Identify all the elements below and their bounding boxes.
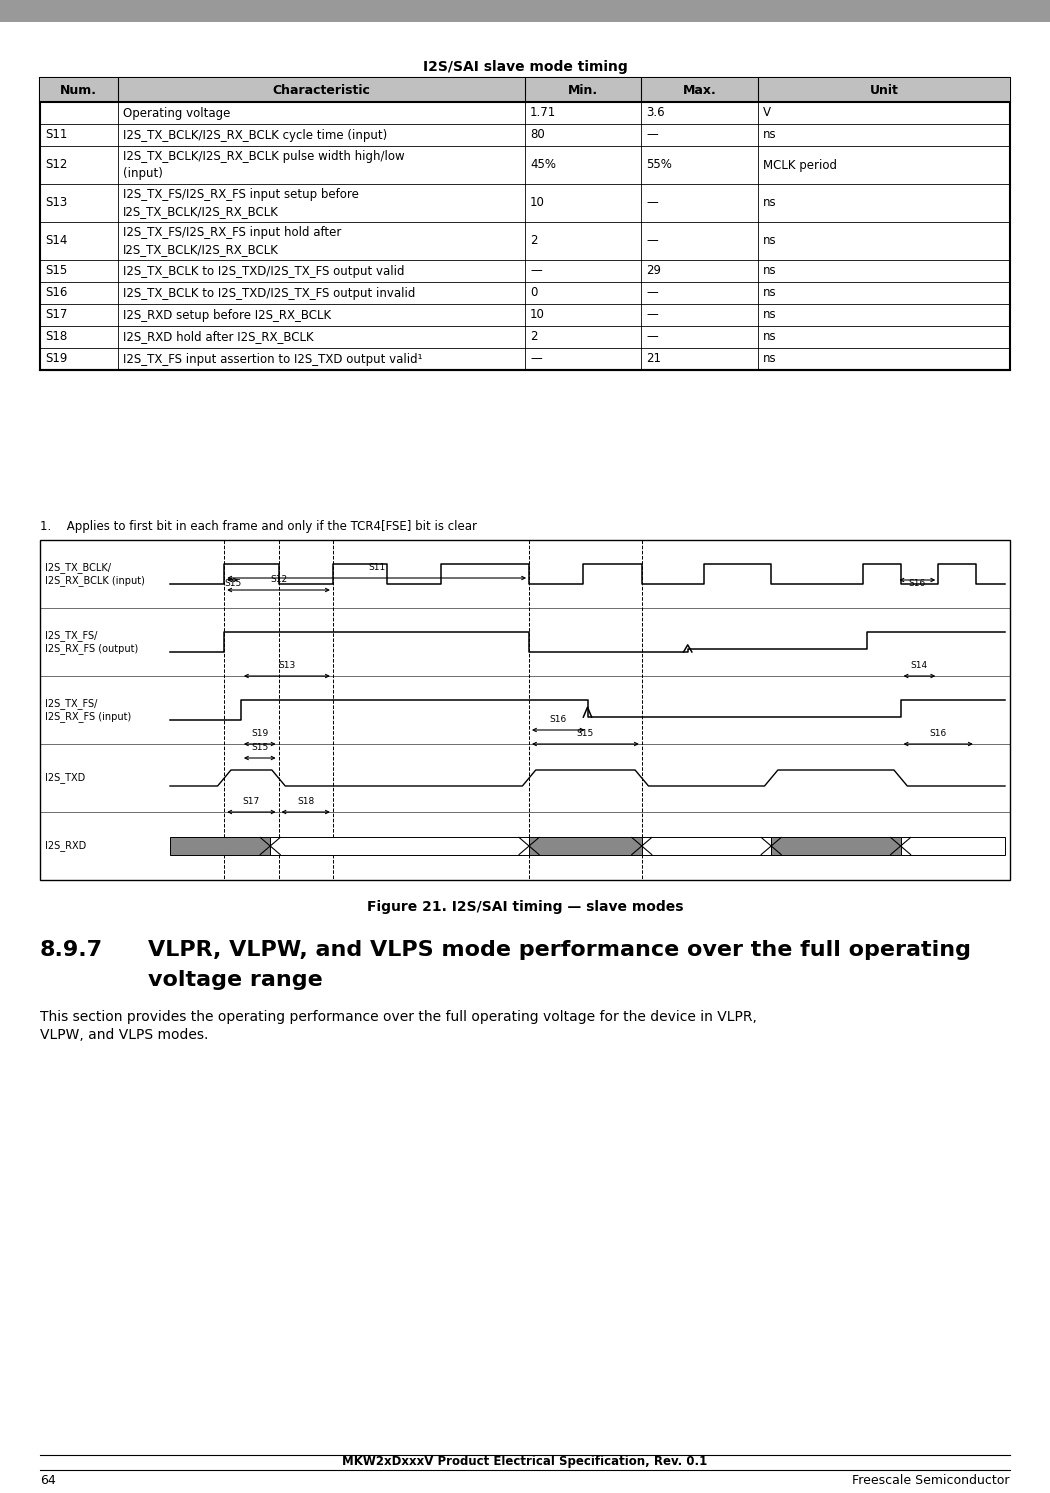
Text: —: — [530,264,542,278]
Text: 2: 2 [530,330,538,343]
Bar [642,838,771,854]
Text: S16: S16 [45,287,67,300]
Text: S17: S17 [243,797,260,806]
Text: S12: S12 [270,575,287,584]
Text: S13: S13 [278,661,295,670]
Text: Operating voltage: Operating voltage [123,106,230,119]
Text: I2S_TX_BCLK to I2S_TXD/I2S_TX_FS output valid: I2S_TX_BCLK to I2S_TXD/I2S_TX_FS output … [123,264,404,278]
Text: VLPR, VLPW, and VLPS mode performance over the full operating: VLPR, VLPW, and VLPS mode performance ov… [148,941,971,960]
Text: ns: ns [762,234,776,248]
Text: Min.: Min. [568,84,598,97]
Bar [270,838,529,854]
Text: S11: S11 [369,563,385,572]
Bar [529,838,642,854]
Text: I2S_TX_BCLK/
I2S_RX_BCLK (input): I2S_TX_BCLK/ I2S_RX_BCLK (input) [45,561,145,587]
Text: I2S_RXD setup before I2S_RX_BCLK: I2S_RXD setup before I2S_RX_BCLK [123,309,331,321]
Text: —: — [647,234,658,248]
Text: 45%: 45% [530,158,556,172]
Text: Figure 21. I2S/SAI timing — slave modes: Figure 21. I2S/SAI timing — slave modes [366,900,684,914]
Text: S19: S19 [251,729,269,738]
Text: —: — [647,309,658,321]
Bar [40,540,1010,879]
Text: 10: 10 [530,309,545,321]
Text: I2S_TX_FS/
I2S_RX_FS (output): I2S_TX_FS/ I2S_RX_FS (output) [45,630,139,654]
Text: S18: S18 [45,330,67,343]
Text: 8.9.7: 8.9.7 [40,941,103,960]
Text: S16: S16 [908,579,926,588]
Text: 3.6: 3.6 [647,106,665,119]
Text: S16: S16 [549,715,567,724]
Bar [170,838,270,854]
Text: I2S_TX_BCLK/I2S_RX_BCLK cycle time (input): I2S_TX_BCLK/I2S_RX_BCLK cycle time (inpu… [123,128,386,142]
Text: 64: 64 [40,1474,56,1487]
Text: 29: 29 [647,264,662,278]
Text: I2S_RXD: I2S_RXD [45,841,86,851]
Text: 21: 21 [647,352,662,366]
Text: S12: S12 [45,158,67,172]
Text: —: — [530,352,542,366]
Text: S19: S19 [45,352,67,366]
Text: (input): (input) [123,167,163,179]
Bar [901,838,1005,854]
Text: S15: S15 [251,744,269,752]
Text: 80: 80 [530,128,545,142]
Text: S14: S14 [45,234,67,248]
Text: —: — [647,330,658,343]
Text: S14: S14 [910,661,928,670]
Text: ns: ns [762,197,776,209]
Text: 2: 2 [530,234,538,248]
Text: voltage range: voltage range [148,970,322,990]
Text: S15: S15 [45,264,67,278]
Text: MCLK period: MCLK period [762,158,837,172]
Text: S18: S18 [297,797,314,806]
Text: I2S_TXD: I2S_TXD [45,772,85,784]
Text: 55%: 55% [647,158,672,172]
Text: I2S_TX_BCLK/I2S_RX_BCLK: I2S_TX_BCLK/I2S_RX_BCLK [123,205,278,218]
Text: ns: ns [762,128,776,142]
Text: Num.: Num. [60,84,98,97]
Text: 1.  Applies to first bit in each frame and only if the TCR4[FSE] bit is clear: 1. Applies to first bit in each frame an… [40,520,477,533]
Text: ns: ns [762,287,776,300]
Text: ns: ns [762,330,776,343]
Text: 1.71: 1.71 [530,106,556,119]
Text: —: — [647,197,658,209]
Bar [40,78,1010,370]
Text: ns: ns [762,309,776,321]
Text: 10: 10 [530,197,545,209]
Bar [771,838,901,854]
Bar [0,0,1050,22]
Text: I2S_TX_BCLK/I2S_RX_BCLK pulse width high/low: I2S_TX_BCLK/I2S_RX_BCLK pulse width high… [123,151,404,163]
Text: —: — [647,128,658,142]
Text: VLPW, and VLPS modes.: VLPW, and VLPS modes. [40,1029,208,1042]
Bar [40,78,1010,102]
Text: S15: S15 [576,729,594,738]
Text: I2S_TX_BCLK to I2S_TXD/I2S_TX_FS output invalid: I2S_TX_BCLK to I2S_TXD/I2S_TX_FS output … [123,287,415,300]
Text: MKW2xDxxxV Product Electrical Specification, Rev. 0.1: MKW2xDxxxV Product Electrical Specificat… [342,1456,708,1469]
Text: 0: 0 [530,287,538,300]
Text: ns: ns [762,264,776,278]
Text: I2S/SAI slave mode timing: I2S/SAI slave mode timing [422,60,628,75]
Text: S13: S13 [45,197,67,209]
Text: Characteristic: Characteristic [272,84,371,97]
Text: Freescale Semiconductor: Freescale Semiconductor [853,1474,1010,1487]
Text: I2S_TX_FS/
I2S_RX_FS (input): I2S_TX_FS/ I2S_RX_FS (input) [45,697,131,723]
Text: I2S_RXD hold after I2S_RX_BCLK: I2S_RXD hold after I2S_RX_BCLK [123,330,313,343]
Text: —: — [647,287,658,300]
Text: S11: S11 [45,128,67,142]
Text: S16: S16 [929,729,947,738]
Text: ns: ns [762,352,776,366]
Text: Max.: Max. [682,84,716,97]
Text: This section provides the operating performance over the full operating voltage : This section provides the operating perf… [40,1009,757,1024]
Text: I2S_TX_FS input assertion to I2S_TXD output valid¹: I2S_TX_FS input assertion to I2S_TXD out… [123,352,422,366]
Text: S15: S15 [224,579,242,588]
Text: I2S_TX_FS/I2S_RX_FS input hold after: I2S_TX_FS/I2S_RX_FS input hold after [123,225,341,239]
Text: I2S_TX_BCLK/I2S_RX_BCLK: I2S_TX_BCLK/I2S_RX_BCLK [123,243,278,255]
Text: V: V [762,106,771,119]
Text: I2S_TX_FS/I2S_RX_FS input setup before: I2S_TX_FS/I2S_RX_FS input setup before [123,188,358,202]
Text: S17: S17 [45,309,67,321]
Text: Unit: Unit [869,84,899,97]
